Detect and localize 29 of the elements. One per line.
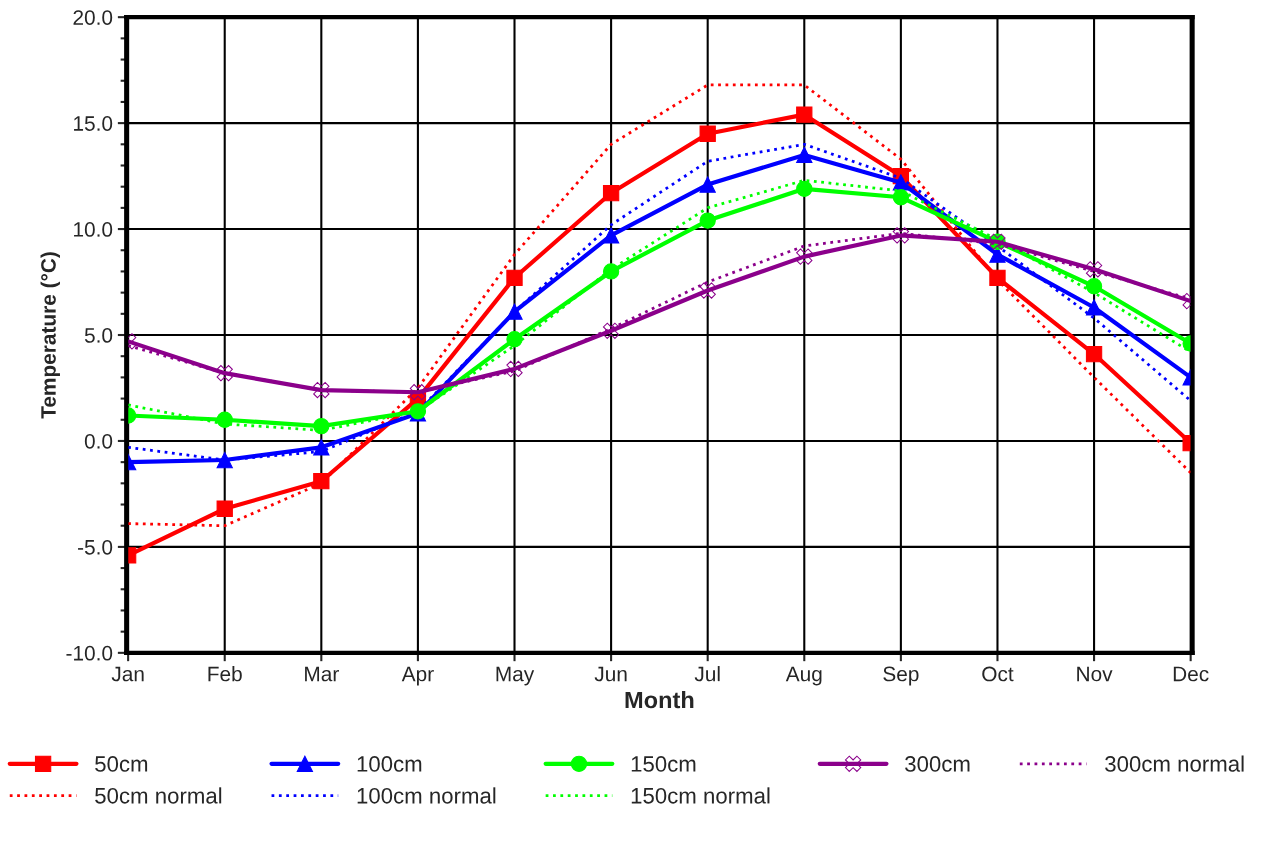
y-axis-title: Temperature (°C): [40, 252, 60, 419]
x-tick-label: Feb: [208, 666, 242, 682]
legend-label: 50cm normal: [95, 787, 222, 804]
x-tick-label: Jun: [594, 666, 627, 682]
x-tick-label: Jan: [111, 666, 144, 682]
legend-label: 150cm normal: [631, 787, 770, 804]
y-tick-label: 15.0: [74, 116, 113, 131]
x-tick-label: Dec: [1173, 666, 1209, 682]
x-axis-title: Month: [625, 691, 694, 709]
legend-label: 50cm: [95, 756, 148, 772]
x-tick-label: Aug: [785, 666, 822, 686]
y-tick-label: 0.0: [84, 433, 113, 449]
legend-label: 300cm: [905, 756, 970, 772]
x-tick-label: May: [496, 666, 535, 686]
x-tick-label: Apr: [401, 666, 434, 686]
legend-label: 100cm: [357, 756, 422, 772]
legend-label: 300cm normal: [1105, 755, 1244, 772]
x-tick-label: Jul: [694, 666, 720, 682]
x-tick-label: Nov: [1077, 666, 1113, 682]
x-tick-label: Sep: [883, 666, 919, 686]
x-tick-label: Mar: [305, 666, 339, 682]
x-tick-label: Oct: [982, 666, 1014, 682]
y-tick-label: -10.0: [66, 645, 113, 661]
y-tick-label: 5.0: [84, 328, 113, 343]
legend-label: 100cm normal: [357, 787, 496, 804]
y-tick-label: -5.0: [78, 539, 113, 555]
y-tick-label: 10.0: [74, 222, 113, 237]
y-tick-label: 20.0: [73, 10, 113, 25]
legend-label: 150cm: [631, 756, 696, 772]
